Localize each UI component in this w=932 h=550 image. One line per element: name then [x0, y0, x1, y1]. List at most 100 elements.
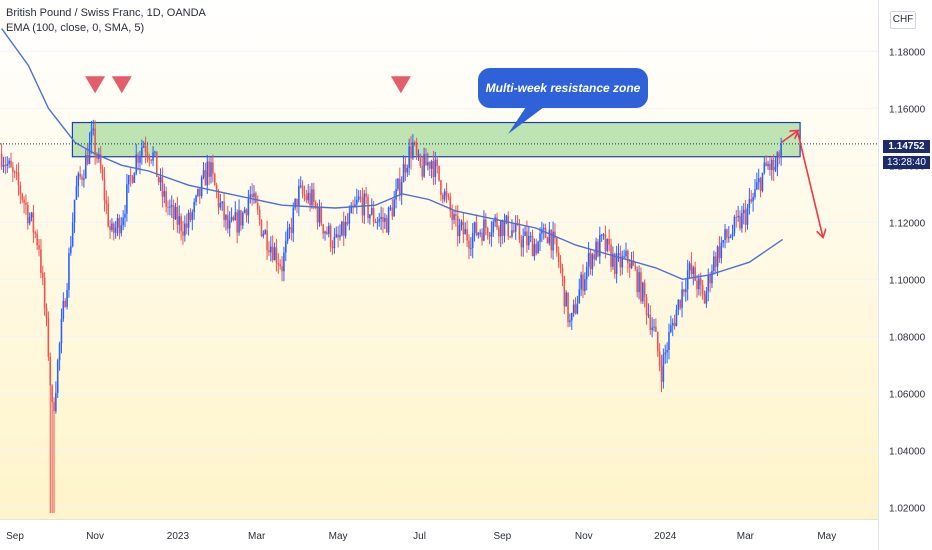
candle-body [531, 236, 534, 257]
candle-body [120, 225, 123, 234]
candle-body [453, 214, 455, 220]
candle-body [129, 175, 132, 177]
candle-body [634, 265, 637, 270]
candle-body [208, 161, 210, 177]
candle-body [331, 247, 334, 249]
candle-body [180, 216, 182, 232]
candle-body [570, 313, 573, 321]
candle-body [98, 154, 100, 159]
candle-body [258, 210, 261, 220]
candle-body [150, 159, 152, 161]
candle-body [642, 282, 644, 302]
candle-body [404, 164, 407, 173]
candle-body [350, 205, 353, 214]
candle-body [505, 215, 508, 222]
candle-body [576, 303, 579, 314]
y-tick-label: 1.08000 [889, 332, 926, 343]
candle-body [649, 314, 652, 331]
candle-body [70, 246, 72, 254]
projection-up-arrow[interactable] [780, 131, 797, 144]
candle-body [142, 145, 145, 148]
candle-body [408, 146, 410, 168]
candle-body [251, 194, 253, 197]
candle-body [645, 296, 648, 316]
candle-body [696, 280, 698, 290]
candle-body [101, 169, 104, 179]
candle-body [761, 172, 764, 191]
candle-body [511, 230, 513, 237]
candle-body [701, 285, 704, 295]
candle-body [630, 260, 633, 268]
candle-body [402, 164, 405, 183]
projection-down-arrow[interactable] [796, 130, 822, 236]
candle-body [28, 217, 31, 224]
candle-body [513, 230, 515, 232]
indicator-legend[interactable]: EMA (100, close, 0, SMA, 5) [6, 22, 145, 34]
candle-body [619, 253, 622, 268]
candle-body [466, 229, 468, 241]
candle-body [372, 208, 375, 222]
candle-body [735, 217, 738, 219]
candle-body [277, 262, 280, 265]
candle-body [247, 199, 250, 216]
candle-body [34, 232, 37, 234]
candle-body [468, 240, 470, 249]
candle-body [660, 365, 663, 382]
candle-body [389, 207, 392, 209]
candle-body [640, 272, 642, 302]
candle-body [533, 244, 536, 257]
candle-body [170, 205, 173, 207]
candle-body [434, 159, 437, 177]
candle-body [163, 191, 166, 197]
price-axis-panel [878, 0, 932, 550]
candle-body [613, 253, 616, 274]
candle-body [299, 185, 302, 187]
candle-body [441, 195, 444, 200]
symbol-title[interactable]: British Pound / Swiss Franc, 1D, OANDA [6, 7, 206, 19]
candle-body [470, 247, 472, 249]
overlay-layer [0, 76, 878, 236]
candle-body [139, 155, 141, 163]
x-tick-label: 2024 [654, 531, 677, 542]
candle-body [711, 271, 713, 284]
ema-line[interactable] [1, 28, 784, 281]
candle-body [105, 200, 108, 204]
y-tick-label: 1.06000 [889, 389, 926, 400]
candle-body [169, 206, 171, 208]
candle-body [597, 241, 599, 257]
candle-body [567, 292, 569, 323]
candle-body [501, 220, 504, 236]
x-tick-label: May [817, 531, 836, 542]
x-tick-label: Mar [248, 531, 266, 542]
candle-body [737, 215, 739, 218]
candle-body [707, 274, 710, 292]
candle-body [215, 185, 218, 192]
candle-body [268, 250, 270, 253]
candle-body [245, 209, 248, 216]
candle-body [542, 227, 545, 230]
candle-body [522, 236, 524, 248]
candle-body [449, 197, 452, 211]
candle-body [623, 256, 625, 258]
candle-body [255, 193, 257, 203]
candle-body [584, 279, 586, 291]
candle-body [30, 212, 33, 218]
candle-body [365, 193, 367, 197]
resistance-callout[interactable]: Multi-week resistance zone [478, 68, 648, 108]
candle-body [399, 178, 401, 196]
candle-body [593, 254, 596, 260]
candle-body [357, 196, 360, 200]
candle-body [243, 209, 246, 213]
candle-body [96, 154, 98, 159]
candle-body [307, 192, 310, 201]
currency-button[interactable]: CHF [890, 11, 916, 29]
candle-body [198, 188, 201, 197]
candle-body [527, 236, 530, 246]
candle-body [490, 232, 493, 237]
resistance-zone[interactable] [71, 121, 801, 158]
candle-body [320, 206, 323, 225]
x-tick-label: Sep [6, 531, 24, 542]
candle-body [752, 197, 754, 202]
candle-body [685, 289, 687, 293]
